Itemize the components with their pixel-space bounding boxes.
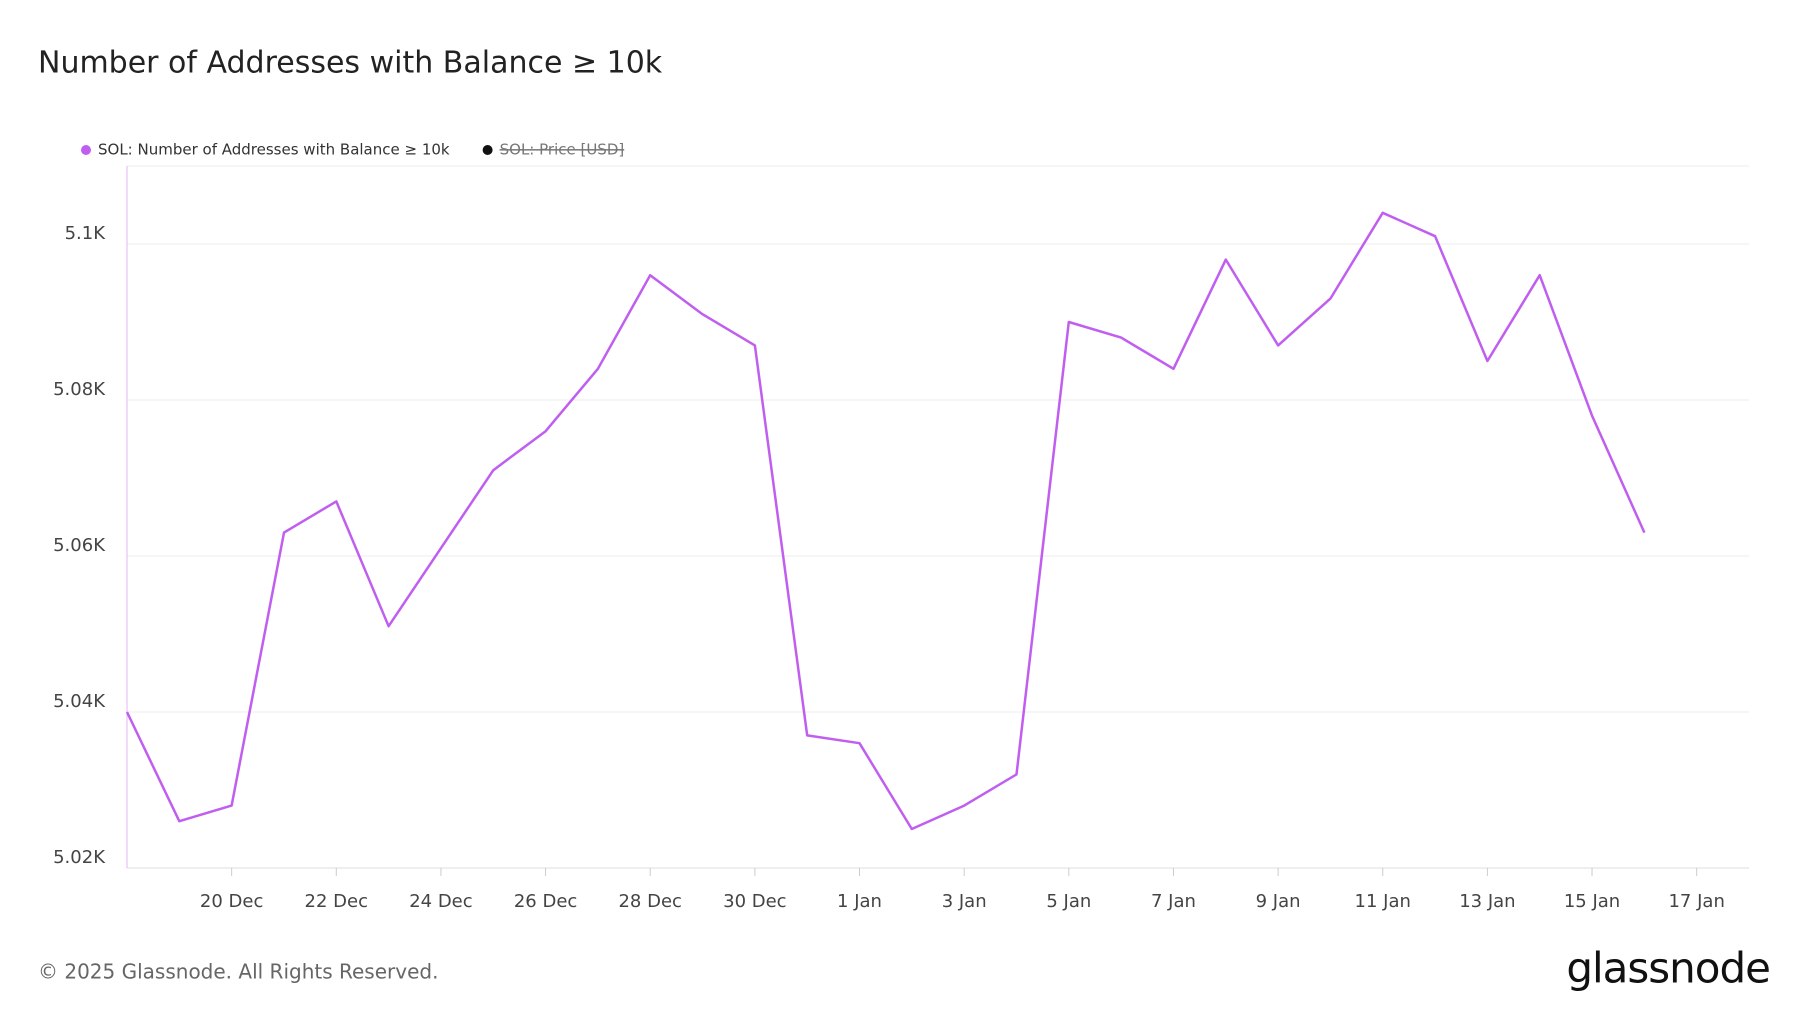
chart-title: Number of Addresses with Balance ≥ 10k — [38, 46, 663, 81]
y-tick-label: 5.1K — [65, 223, 107, 244]
x-tick-label: 20 Dec — [200, 891, 263, 912]
x-tick-label: 30 Dec — [723, 891, 786, 912]
legend-label: SOL: Price [USD] — [500, 141, 625, 159]
copyright: © 2025 Glassnode. All Rights Reserved. — [38, 960, 438, 984]
x-tick-label: 5 Jan — [1046, 891, 1091, 912]
y-tick-label: 5.06K — [53, 535, 106, 556]
x-tick-label: 22 Dec — [305, 891, 368, 912]
legend-label: SOL: Number of Addresses with Balance ≥ … — [98, 141, 450, 159]
x-tick-label: 7 Jan — [1151, 891, 1196, 912]
legend-item[interactable]: SOL: Number of Addresses with Balance ≥ … — [81, 141, 450, 159]
x-tick-label: 28 Dec — [618, 891, 681, 912]
y-tick-label: 5.02K — [53, 847, 106, 868]
x-tick-label: 11 Jan — [1355, 891, 1411, 912]
y-tick-label: 5.04K — [53, 691, 106, 712]
x-tick-label: 17 Jan — [1668, 891, 1724, 912]
brand-logo: glassnode — [1566, 944, 1770, 993]
x-tick-label: 9 Jan — [1256, 891, 1301, 912]
legend-item[interactable]: SOL: Price [USD] — [482, 141, 625, 159]
x-tick-label: 24 Dec — [409, 891, 472, 912]
legend-marker — [81, 145, 91, 155]
x-tick-label: 26 Dec — [514, 891, 577, 912]
x-tick-label: 1 Jan — [837, 891, 882, 912]
y-tick-label: 5.08K — [53, 379, 106, 400]
x-tick-label: 15 Jan — [1564, 891, 1620, 912]
series-line — [125, 211, 1646, 831]
legend-marker — [482, 145, 493, 155]
x-tick-label: 3 Jan — [942, 891, 987, 912]
x-tick-label: 13 Jan — [1459, 891, 1515, 912]
